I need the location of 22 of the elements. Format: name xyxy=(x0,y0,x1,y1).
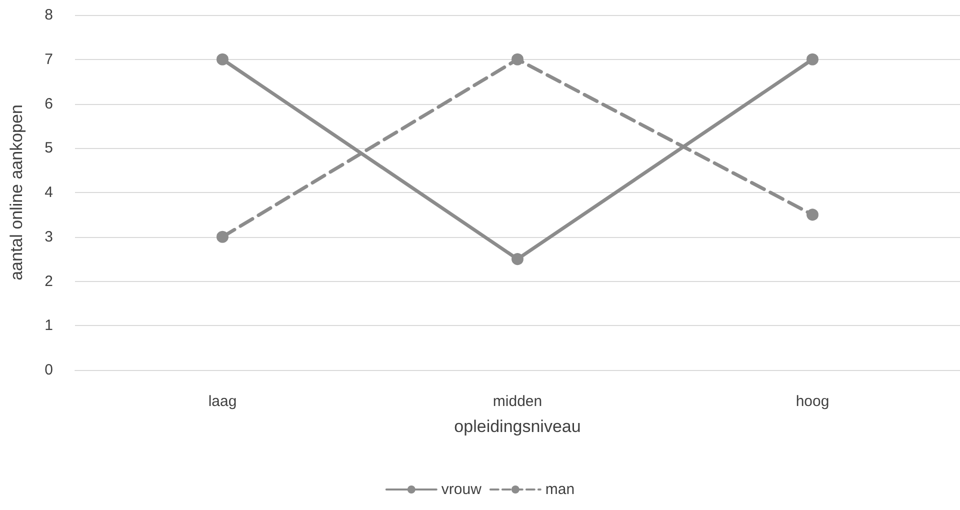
y-tick-label: 6 xyxy=(44,95,53,112)
x-tick-label: hoog xyxy=(796,393,830,410)
y-tick-label: 5 xyxy=(44,140,53,157)
point xyxy=(806,53,818,66)
y-tick-label: 1 xyxy=(44,317,53,334)
legend-label: vrouw xyxy=(441,481,482,498)
x-axis-title: opleidingsniveau xyxy=(454,417,581,436)
y-tick-label: 4 xyxy=(44,184,53,201)
point xyxy=(806,208,818,221)
point xyxy=(216,53,228,66)
x-tick-label: midden xyxy=(492,393,542,410)
point xyxy=(512,53,524,66)
point xyxy=(216,230,228,243)
x-tick-label: laag xyxy=(208,393,237,410)
y-tick-label: 2 xyxy=(44,272,53,290)
point xyxy=(512,253,524,266)
y-axis-title: aantal online aankopen xyxy=(7,104,26,280)
y-tick-label: 0 xyxy=(44,362,53,378)
y-tick-label: 8 xyxy=(44,6,53,24)
legend-label: man xyxy=(545,481,575,498)
y-tick-label: 7 xyxy=(44,50,53,68)
y-tick-label: 3 xyxy=(44,228,53,246)
